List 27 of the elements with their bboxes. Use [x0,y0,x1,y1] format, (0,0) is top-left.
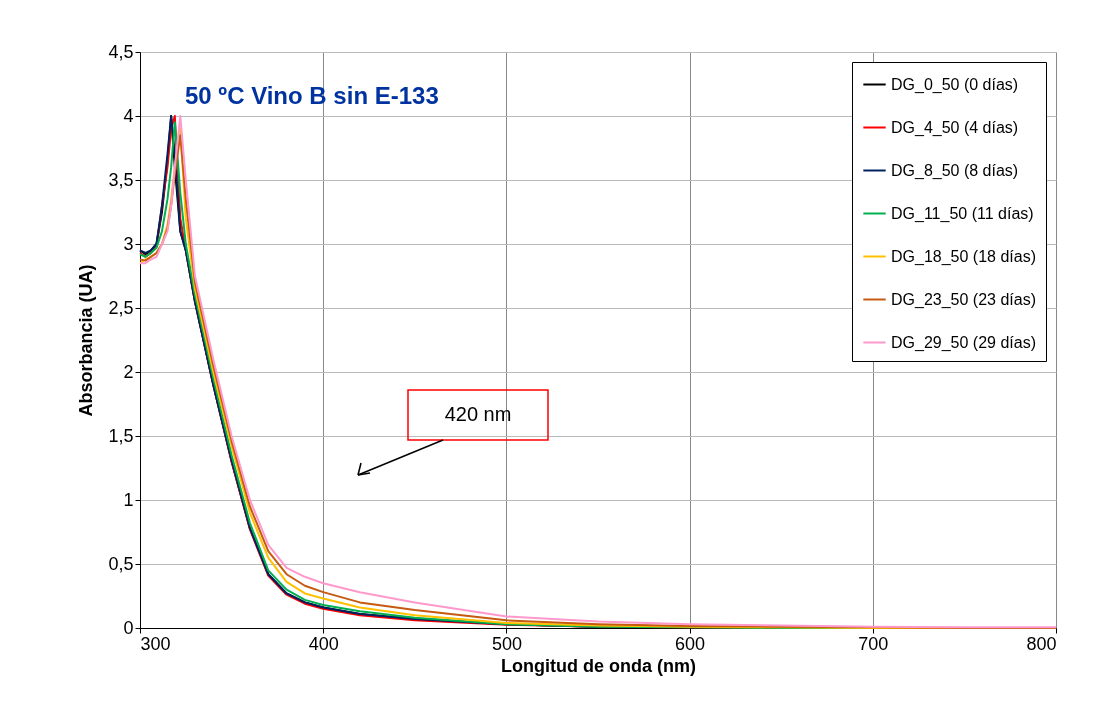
y-tick-label: 3 [123,233,134,254]
y-tick-label: 4 [123,105,134,126]
x-tick-label: 600 [675,633,706,654]
y-axis-title: Absorbancia (UA) [76,264,97,417]
y-tick-label: 2 [123,361,134,382]
x-tick-label: 400 [308,633,339,654]
y-tick-label: 3,5 [108,169,134,190]
annotation: 420 nm [444,403,512,425]
x-tick-label: 300 [140,633,171,654]
legend-label: DG_23_50 (23 días) [891,290,1036,309]
legend-label: DG_29_50 (29 días) [891,333,1036,352]
legend-label: DG_0_50 (0 días) [891,75,1019,94]
legend-label: DG_11_50 (11 días) [891,204,1034,223]
x-tick-label: 500 [491,633,522,654]
x-tick-label: 800 [1026,633,1057,654]
legend-label: DG_18_50 (18 días) [891,247,1036,266]
y-tick-label: 1 [123,489,134,510]
legend-label: DG_4_50 (4 días) [891,118,1019,137]
x-axis-title: Longitud de onda (nm) [501,655,696,676]
y-tick-label: 1,5 [108,425,134,446]
legend-label: DG_8_50 (8 días) [891,161,1019,180]
y-tick-label: 0,5 [108,553,134,574]
x-tick-label: 700 [858,633,889,654]
y-tick-label: 0 [123,617,134,638]
text: 50 ºC Vino B sin E-133 [185,82,439,109]
y-tick-label: 4,5 [108,41,134,62]
y-tick-label: 2,5 [108,297,134,318]
